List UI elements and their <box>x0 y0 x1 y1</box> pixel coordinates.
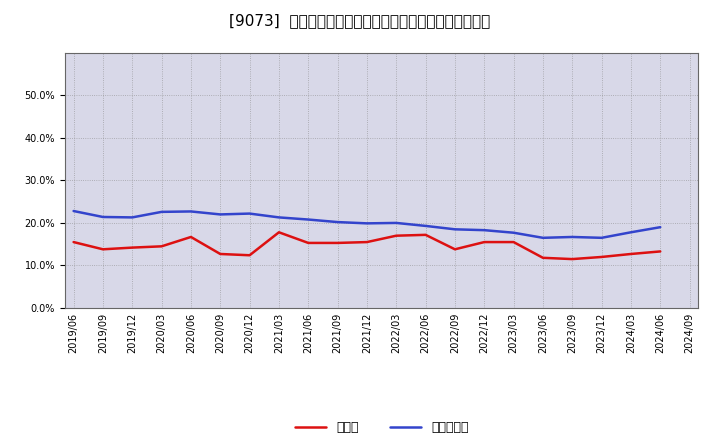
現預金 <box>626 251 635 257</box>
現預金 <box>216 251 225 257</box>
有利子負債 <box>598 235 606 240</box>
現預金 <box>246 253 254 258</box>
有利子負債 <box>480 227 489 233</box>
有利子負債 <box>539 235 547 240</box>
現預金 <box>186 235 195 240</box>
現預金 <box>421 232 430 238</box>
有利子負債 <box>128 215 137 220</box>
有利子負債 <box>568 235 577 240</box>
Legend: 現預金, 有利子負債: 現預金, 有利子負債 <box>294 422 469 434</box>
有利子負債 <box>333 220 342 225</box>
現預金 <box>274 230 283 235</box>
現預金 <box>451 247 459 252</box>
有利子負債 <box>99 214 107 220</box>
Line: 有利子負債: 有利子負債 <box>73 211 660 238</box>
有利子負債 <box>69 209 78 214</box>
有利子負債 <box>656 224 665 230</box>
有利子負債 <box>363 221 372 226</box>
有利子負債 <box>451 227 459 232</box>
有利子負債 <box>216 212 225 217</box>
有利子負債 <box>246 211 254 216</box>
有利子負債 <box>626 230 635 235</box>
有利子負債 <box>157 209 166 215</box>
有利子負債 <box>421 223 430 228</box>
現預金 <box>480 239 489 245</box>
現預金 <box>157 244 166 249</box>
Text: [9073]  現預金、有利子負債の総資産に対する比率の推移: [9073] 現預金、有利子負債の総資産に対する比率の推移 <box>230 13 490 28</box>
現預金 <box>69 239 78 245</box>
現預金 <box>598 254 606 260</box>
現預金 <box>128 245 137 250</box>
有利子負債 <box>186 209 195 214</box>
現預金 <box>539 255 547 260</box>
現預金 <box>568 257 577 262</box>
現預金 <box>656 249 665 254</box>
有利子負債 <box>392 220 400 226</box>
現預金 <box>333 240 342 246</box>
現預金 <box>392 233 400 238</box>
有利子負債 <box>509 230 518 235</box>
Line: 現預金: 現預金 <box>73 232 660 259</box>
現預金 <box>363 239 372 245</box>
現預金 <box>509 239 518 245</box>
現預金 <box>304 240 312 246</box>
現預金 <box>99 247 107 252</box>
有利子負債 <box>304 217 312 222</box>
有利子負債 <box>274 215 283 220</box>
